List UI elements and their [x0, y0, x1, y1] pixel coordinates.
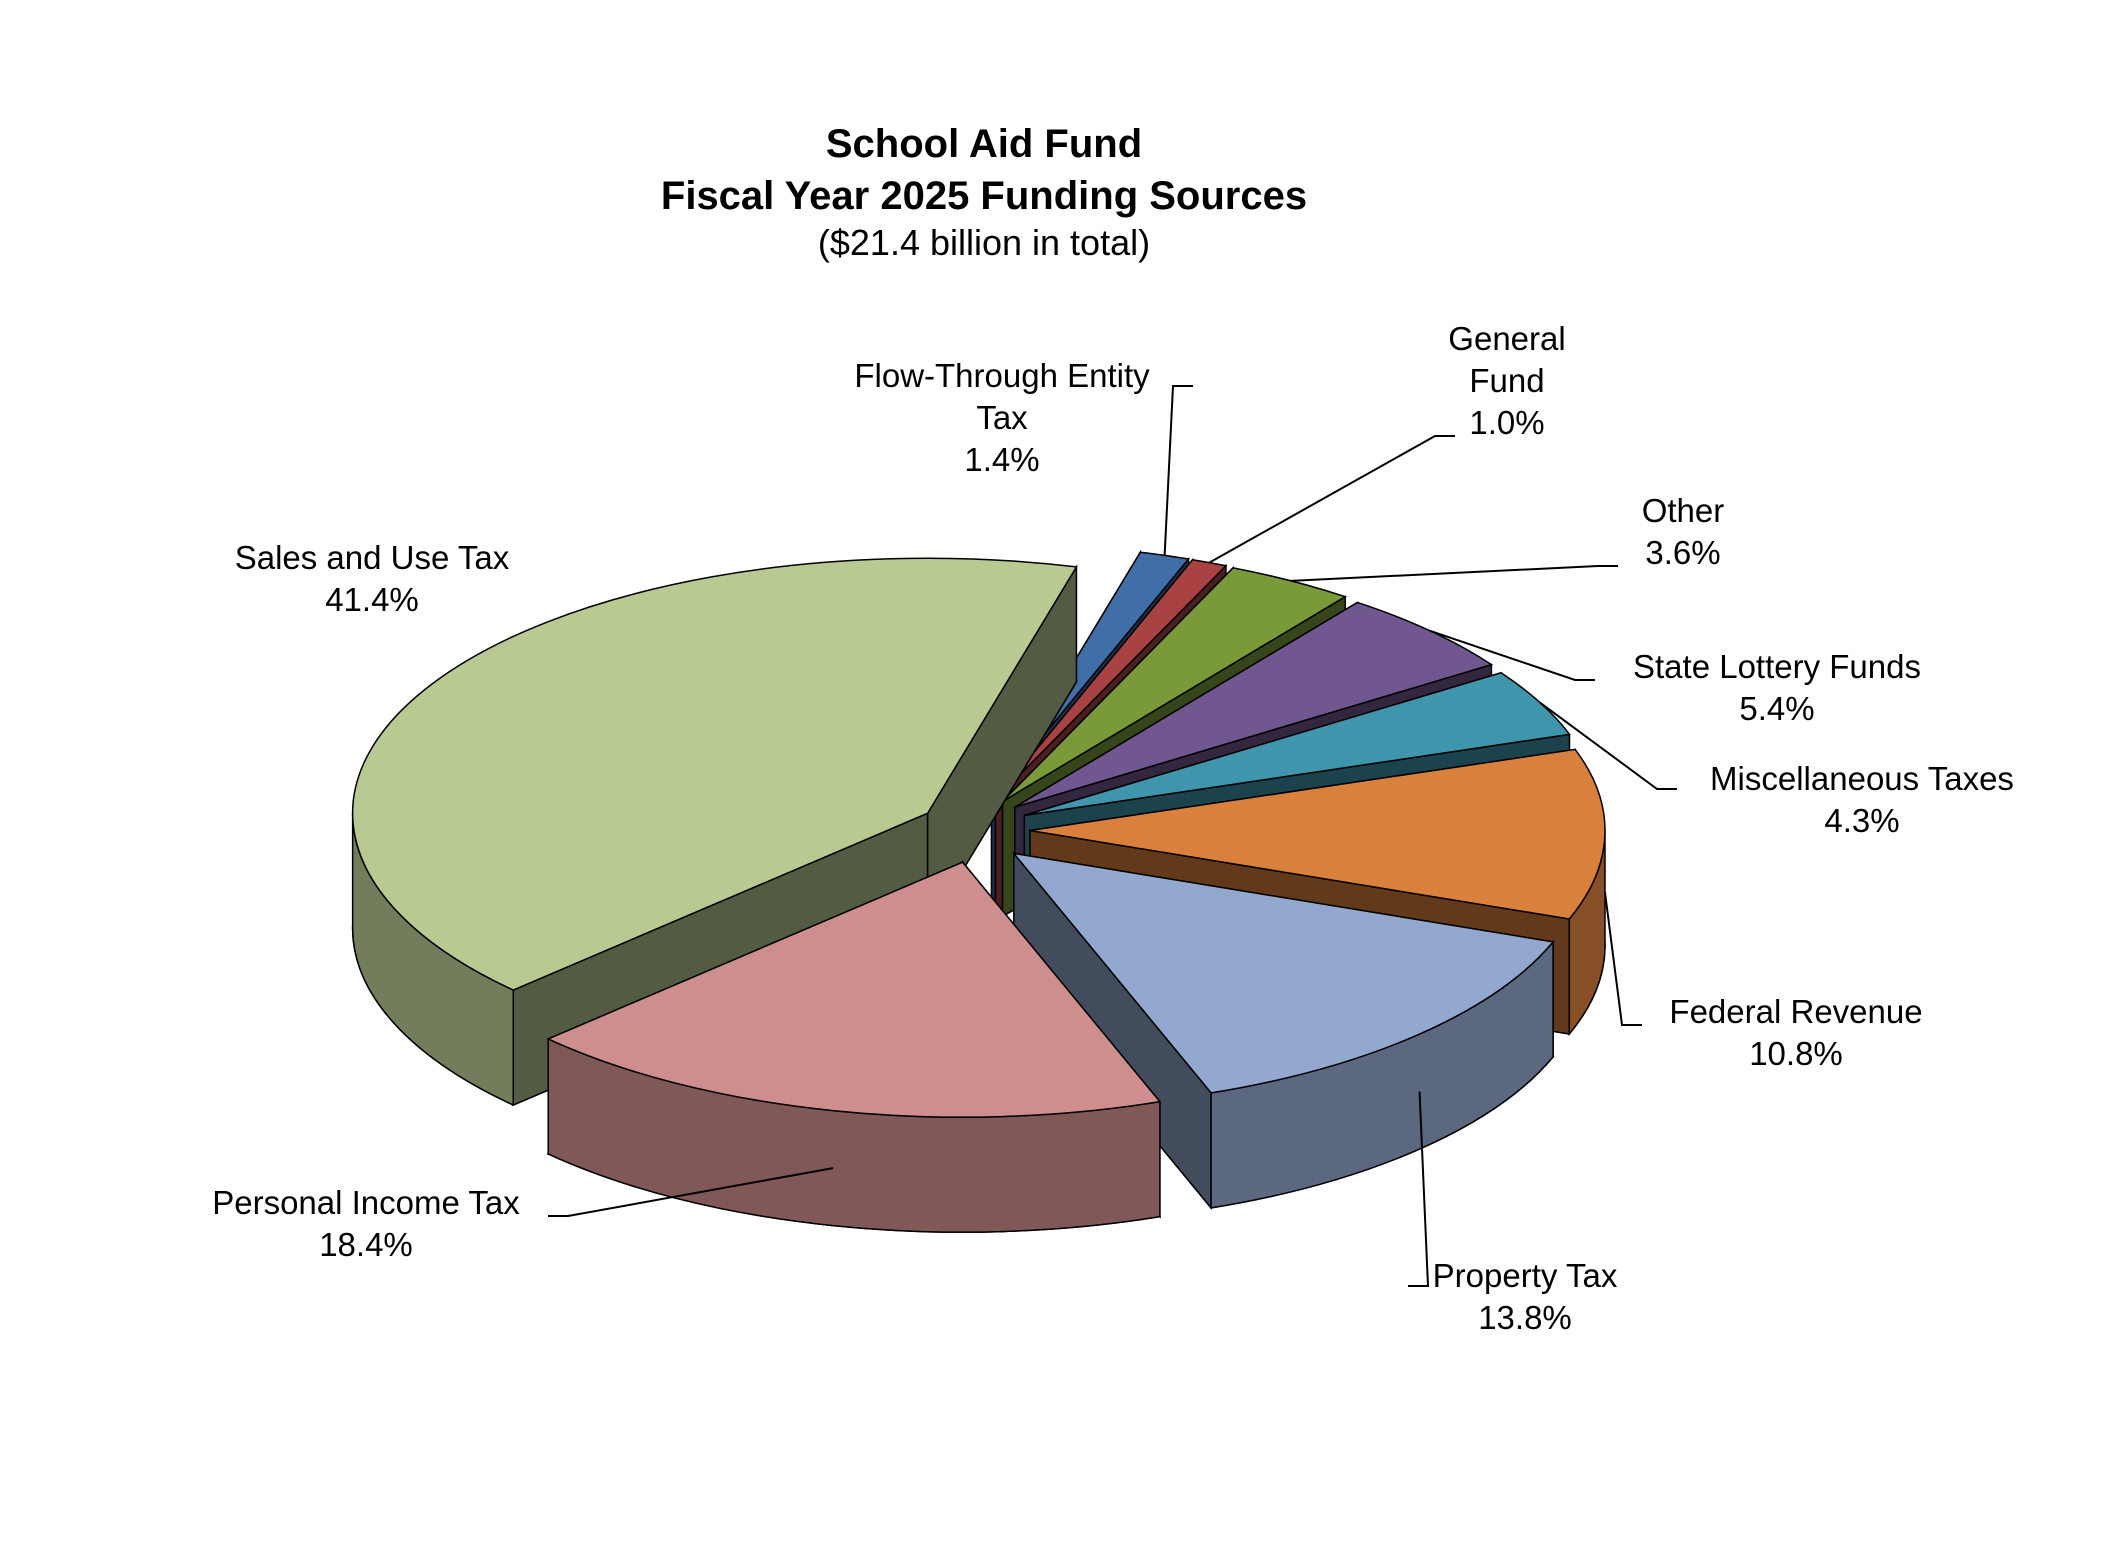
leader-line	[1163, 385, 1193, 556]
slice-label: Personal Income Tax 18.4%	[176, 1182, 556, 1266]
leader-line	[1208, 435, 1455, 564]
slice-label: Flow-Through Entity Tax 1.4%	[832, 355, 1172, 481]
leader-line	[1408, 1091, 1430, 1287]
slice-label: Sales and Use Tax 41.4%	[182, 537, 562, 621]
value-label: 3.6%	[1645, 534, 1721, 571]
category-name: State Lottery Funds	[1633, 648, 1921, 685]
slice-label: Other 3.6%	[1608, 490, 1758, 574]
leader-line	[1430, 630, 1595, 681]
value-label: 13.8%	[1478, 1299, 1572, 1336]
category-name: Sales and Use Tax	[234, 539, 510, 576]
value-label: 5.4%	[1739, 690, 1815, 727]
category-name: Miscellaneous Taxes	[1710, 760, 2014, 797]
category-name: Federal Revenue	[1669, 993, 1923, 1030]
category-name: Flow-Through Entity Tax	[854, 357, 1150, 436]
slice	[351, 557, 1078, 1107]
category-name: Property Tax	[1432, 1257, 1618, 1294]
chart-subtitle: ($21.4 billion in total)	[817, 222, 1151, 263]
slice-top	[1011, 852, 1555, 1094]
chart-title: School Aid Fund Fiscal Year 2025 Funding…	[660, 122, 1308, 218]
slice	[1011, 851, 1555, 1211]
value-label: 41.4%	[325, 581, 419, 618]
value-label: 1.0%	[1469, 404, 1545, 441]
leader-line	[548, 1167, 834, 1217]
leader-line	[1539, 701, 1677, 790]
slice-top	[1002, 567, 1348, 803]
slice-top	[546, 861, 1162, 1118]
slice-label: General Fund 1.0%	[1442, 318, 1572, 444]
category-name: Personal Income Tax	[212, 1184, 520, 1221]
slice-label: Miscellaneous Taxes 4.3%	[1672, 758, 2052, 842]
slice-top	[1024, 671, 1571, 817]
slice-top	[351, 557, 1078, 991]
slice	[546, 860, 1162, 1233]
value-label: 1.4%	[964, 441, 1040, 478]
value-label: 10.8%	[1749, 1035, 1843, 1072]
value-label: 18.4%	[319, 1226, 413, 1263]
slice-label: Property Tax 13.8%	[1385, 1255, 1665, 1339]
leader-line	[1290, 565, 1618, 582]
slice-label: State Lottery Funds 5.4%	[1587, 646, 1967, 730]
slice-label: Federal Revenue 10.8%	[1636, 991, 1956, 1075]
slice-top	[1029, 748, 1606, 920]
leader-line	[1603, 891, 1642, 1026]
value-label: 4.3%	[1824, 802, 1900, 839]
category-name: Other	[1641, 492, 1725, 529]
category-name: General Fund	[1448, 320, 1566, 399]
